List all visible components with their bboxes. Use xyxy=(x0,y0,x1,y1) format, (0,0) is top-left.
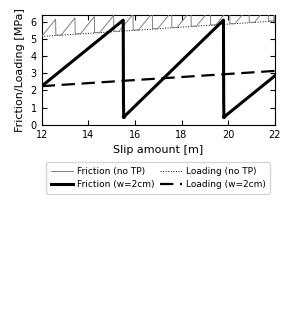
X-axis label: Slip amount [m]: Slip amount [m] xyxy=(113,145,203,155)
Y-axis label: Friction/Loading [MPa]: Friction/Loading [MPa] xyxy=(15,8,25,132)
Legend: Friction (no TP), Friction (w=2cm), Loading (no TP), Loading (w=2cm): Friction (no TP), Friction (w=2cm), Load… xyxy=(46,162,270,194)
